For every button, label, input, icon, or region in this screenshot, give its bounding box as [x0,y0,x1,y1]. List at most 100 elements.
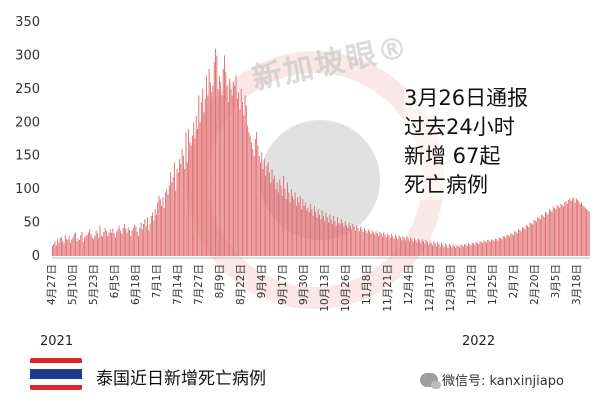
bar [572,199,573,256]
bar [514,231,516,256]
bar [87,232,89,256]
bar [356,225,358,256]
bar [351,229,353,256]
bar [586,209,588,256]
bar [364,227,365,256]
bar [98,237,100,256]
bar [76,241,78,256]
bar [441,242,442,256]
bar [139,227,141,256]
bar [565,201,567,256]
bar [72,237,74,256]
bar [545,211,546,256]
bar [394,234,396,256]
bar [325,212,327,256]
bar [140,222,142,256]
bar [417,238,419,256]
bar [116,231,118,256]
bar [84,237,86,256]
bar [410,237,412,256]
bar [125,228,127,256]
bar [208,68,210,256]
bar [406,236,408,256]
bar [542,215,544,256]
bar [130,235,132,256]
bar [328,222,329,256]
x-tick-label: 9月4日 [256,264,268,298]
bar [346,225,347,256]
bar [231,95,233,256]
bar [383,232,385,256]
bar [102,236,103,256]
bar [193,122,195,256]
bar [245,105,247,256]
bar [129,229,130,256]
bar [344,221,346,256]
annotation-box: 3月26日通报 过去24小时 新增 67起 死亡病例 [404,84,529,200]
x-tick-label: 10月13日 [319,264,331,312]
bar [412,241,414,256]
bar [153,220,155,256]
bar [256,132,258,256]
bar [459,247,460,256]
bar [355,230,356,256]
bar [152,212,154,256]
bar [266,165,268,256]
bar [479,241,481,256]
x-tick-label: 1月25日 [487,264,499,305]
bar [438,243,440,256]
bar [543,217,545,256]
x-tick-label: 9月30日 [298,264,310,305]
bar [211,92,213,256]
bar [293,199,295,256]
x-tick-label: 6月5日 [109,264,121,298]
bar [100,235,102,256]
bar [80,235,82,256]
bar [348,222,350,256]
bar [299,195,301,256]
bar [510,233,512,256]
bar [523,227,525,256]
bar [579,203,581,256]
bar [167,194,169,256]
bar [154,209,156,256]
bar [197,128,199,256]
bar [236,98,238,256]
bar [89,229,91,256]
bar [429,240,431,256]
bar [471,242,473,256]
bar [238,92,240,256]
bar [229,78,231,256]
x-tick-label: 11月8日 [361,264,373,305]
bar [408,241,410,256]
bar [450,245,451,256]
bar [258,155,260,256]
bar [451,247,453,256]
bar [294,192,296,256]
bar [123,223,125,256]
bar [381,236,383,256]
bar [376,233,378,256]
y-tick-label: 200 [15,115,40,130]
bar [276,182,278,256]
bar [411,239,413,256]
bar [173,162,175,256]
bar [563,206,564,256]
bar [389,237,391,256]
bar [524,229,526,256]
x-tick-label: 2月20日 [529,264,541,305]
bar [170,172,172,256]
bar [244,95,246,256]
annotation-line: 过去24小时 [404,115,515,139]
bar [242,102,243,256]
bar [424,243,426,256]
bar [453,245,455,256]
bar [498,237,500,256]
bar [465,244,467,256]
bar [127,227,129,256]
bar [253,155,255,256]
x-tick-label: 8月9日 [214,264,226,298]
bar [434,243,436,256]
bar [443,247,445,256]
bar [207,95,209,256]
